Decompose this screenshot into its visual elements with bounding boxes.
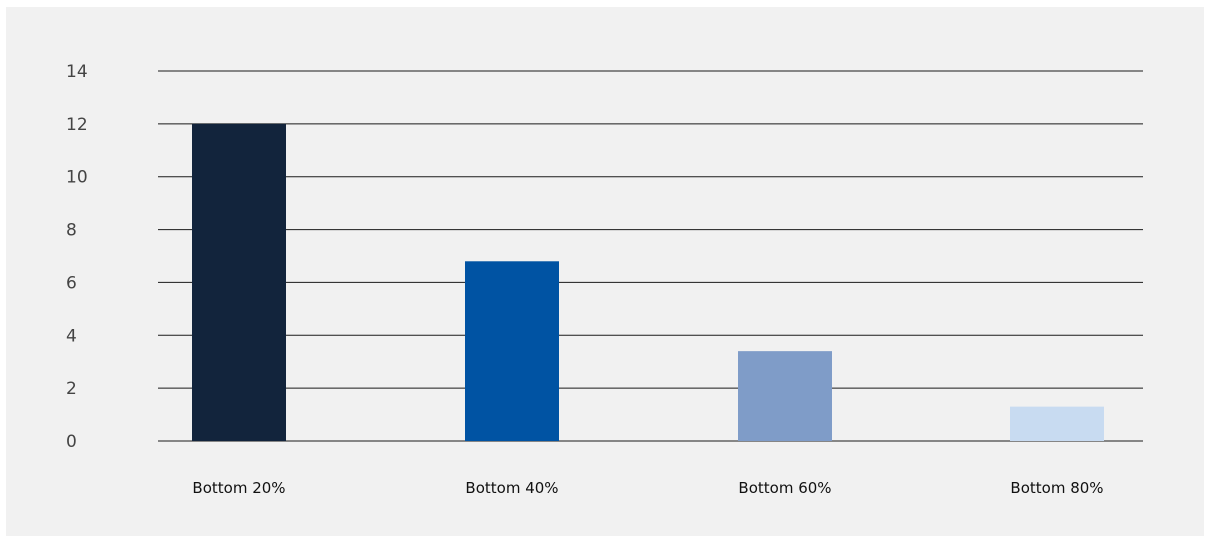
bar bbox=[465, 261, 559, 441]
bars bbox=[192, 123, 1104, 441]
bar bbox=[1010, 406, 1104, 441]
y-tick-label: 2 bbox=[66, 379, 77, 399]
bar bbox=[738, 351, 832, 441]
x-category-label: Bottom 60% bbox=[738, 479, 831, 497]
y-tick-label: 12 bbox=[66, 115, 88, 135]
y-tick-label: 4 bbox=[66, 326, 77, 346]
x-category-label: Bottom 40% bbox=[465, 479, 558, 497]
x-category-label: Bottom 20% bbox=[192, 479, 285, 497]
bar bbox=[192, 123, 286, 441]
y-tick-label: 8 bbox=[66, 221, 77, 241]
gridlines bbox=[158, 70, 1143, 442]
y-tick-label: 10 bbox=[66, 168, 88, 188]
y-tick-label: 6 bbox=[66, 273, 77, 293]
x-axis-categories: Bottom 20% Bottom 40% Bottom 60% Bottom 80% bbox=[192, 479, 1103, 497]
y-tick-label: 14 bbox=[66, 62, 88, 82]
x-category-label: Bottom 80% bbox=[1010, 479, 1103, 497]
y-axis-ticks: 0 2 4 6 8 10 12 14 bbox=[66, 62, 88, 452]
y-tick-label: 0 bbox=[66, 432, 77, 452]
